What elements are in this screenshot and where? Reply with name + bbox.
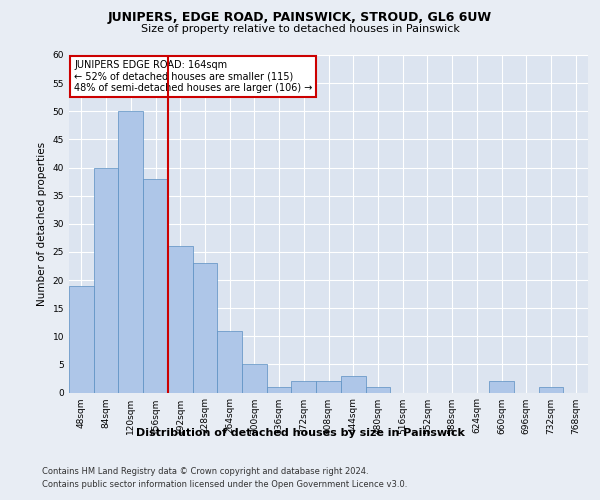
Bar xyxy=(489,381,514,392)
Text: Distribution of detached houses by size in Painswick: Distribution of detached houses by size … xyxy=(136,428,464,438)
Bar xyxy=(94,168,118,392)
Bar xyxy=(118,112,143,392)
Bar xyxy=(341,376,365,392)
Text: JUNIPERS, EDGE ROAD, PAINSWICK, STROUD, GL6 6UW: JUNIPERS, EDGE ROAD, PAINSWICK, STROUD, … xyxy=(108,11,492,24)
Bar xyxy=(292,381,316,392)
Bar xyxy=(193,263,217,392)
Bar xyxy=(168,246,193,392)
Bar xyxy=(217,330,242,392)
Bar xyxy=(316,381,341,392)
Bar xyxy=(143,179,168,392)
Bar xyxy=(365,387,390,392)
Bar xyxy=(539,387,563,392)
Text: Contains HM Land Registry data © Crown copyright and database right 2024.: Contains HM Land Registry data © Crown c… xyxy=(42,468,368,476)
Text: JUNIPERS EDGE ROAD: 164sqm
← 52% of detached houses are smaller (115)
48% of sem: JUNIPERS EDGE ROAD: 164sqm ← 52% of deta… xyxy=(74,60,313,94)
Bar xyxy=(69,286,94,393)
Y-axis label: Number of detached properties: Number of detached properties xyxy=(37,142,47,306)
Text: Contains public sector information licensed under the Open Government Licence v3: Contains public sector information licen… xyxy=(42,480,407,489)
Text: Size of property relative to detached houses in Painswick: Size of property relative to detached ho… xyxy=(140,24,460,34)
Bar xyxy=(242,364,267,392)
Bar xyxy=(267,387,292,392)
